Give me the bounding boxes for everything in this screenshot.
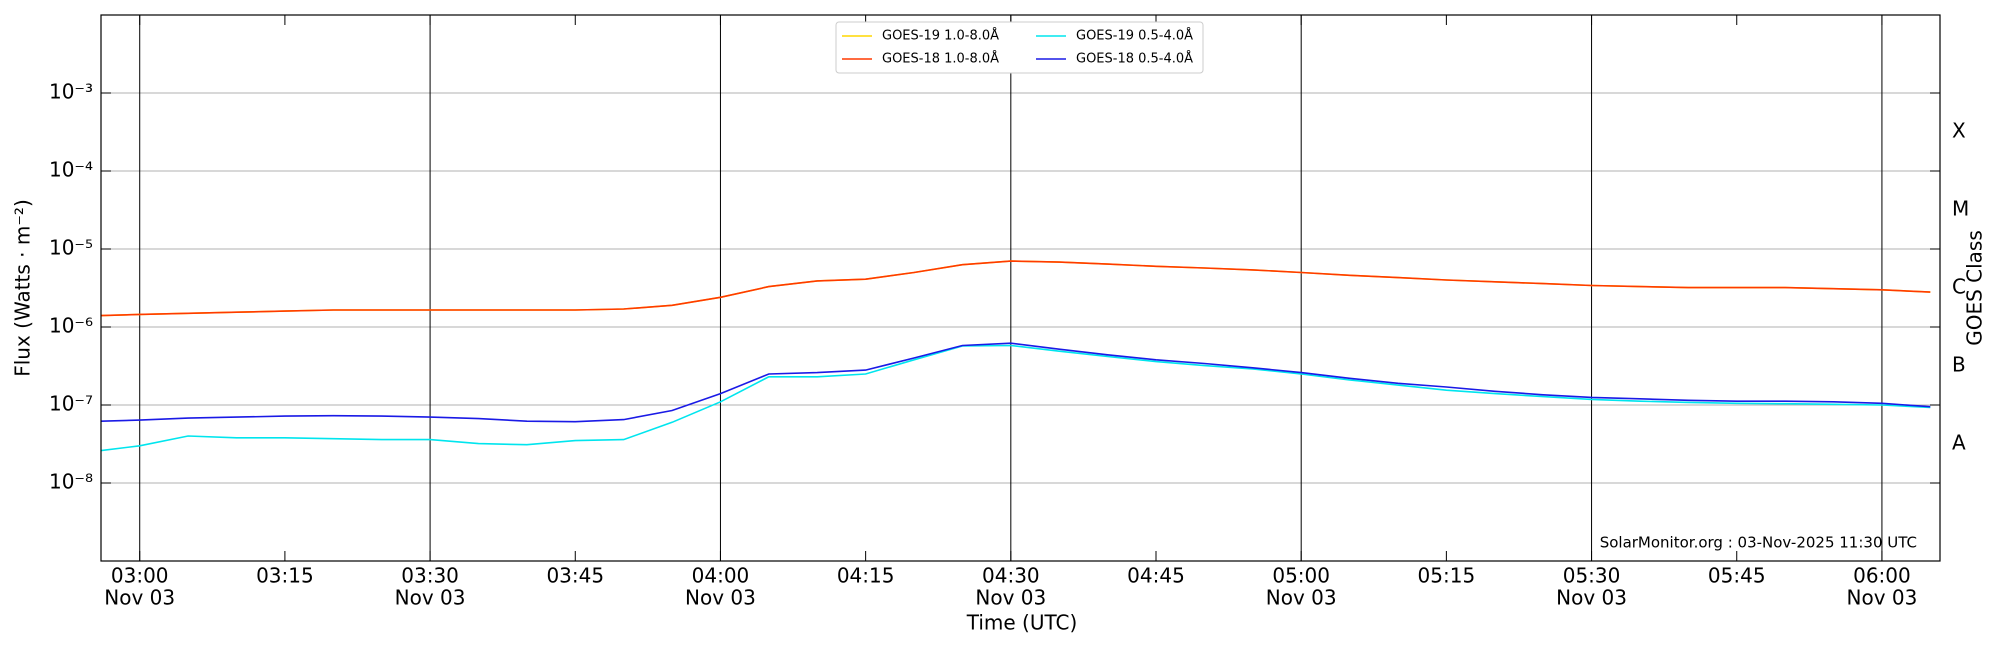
y-tick-label: 10⁻⁴ — [49, 158, 93, 182]
x-tick-label: 05:15 — [1418, 564, 1476, 588]
series-line — [100, 260, 1931, 317]
x-tick-date: Nov 03 — [685, 586, 756, 610]
legend: GOES-19 1.0-8.0Å GOES-18 1.0-8.0Å GOES-19 … — [835, 21, 1204, 74]
x-tick-label: 04:15 — [837, 564, 895, 588]
y2-tick-label: C — [1952, 275, 1966, 299]
y-axis-label: Flux (Watts · m⁻²) — [11, 199, 35, 377]
x-tick-date: Nov 03 — [1266, 586, 1337, 610]
x-tick-date: Nov 03 — [104, 586, 175, 610]
y-tick-label: 10⁻³ — [49, 80, 93, 104]
legend-label: GOES-18 1.0-8.0Å — [882, 51, 999, 67]
legend-label: GOES-18 0.5-4.0Å — [1076, 51, 1193, 67]
y2-tick-label: X — [1952, 119, 1966, 143]
y2-tick-label: B — [1952, 353, 1966, 377]
legend-label: GOES-19 1.0-8.0Å — [882, 28, 999, 44]
x-tick-label: 06:00 — [1853, 564, 1911, 588]
x-tick-label: 03:30 — [401, 564, 459, 588]
series-line — [100, 260, 1931, 317]
y-tick-label: 10⁻⁶ — [49, 314, 93, 338]
x-tick-label: 03:00 — [111, 564, 169, 588]
x-tick-label: 05:00 — [1272, 564, 1330, 588]
annotation: SolarMonitor.org : 03-Nov-2025 11:30 UTC — [1600, 534, 1917, 552]
x-tick-label: 04:00 — [692, 564, 750, 588]
x-tick-label: 03:45 — [546, 564, 604, 588]
x-tick-label: 05:30 — [1563, 564, 1621, 588]
series-line — [100, 342, 1931, 423]
x-tick-label: 03:15 — [256, 564, 314, 588]
x-axis-label: Time (UTC) — [966, 611, 1078, 635]
legend-label: GOES-19 0.5-4.0Å — [1076, 28, 1193, 44]
x-tick-date: Nov 03 — [1847, 586, 1918, 610]
x-tick-date: Nov 03 — [975, 586, 1046, 610]
plot-frame — [100, 14, 1941, 562]
x-tick-date: Nov 03 — [1556, 586, 1627, 610]
y2-axis-label: GOES Class — [1963, 230, 1987, 346]
y-tick-label: 10⁻⁵ — [49, 236, 93, 260]
x-tick-date: Nov 03 — [395, 586, 466, 610]
y2-tick-label: M — [1952, 197, 1969, 221]
y2-tick-label: A — [1952, 431, 1966, 455]
y-tick-label: 10⁻⁷ — [49, 392, 93, 416]
series-line — [100, 344, 1931, 452]
legend-box — [835, 21, 1204, 74]
y-tick-label: 10⁻⁸ — [49, 470, 93, 494]
x-tick-label: 04:30 — [982, 564, 1040, 588]
x-tick-label: 05:45 — [1708, 564, 1766, 588]
x-tick-label: 04:45 — [1127, 564, 1185, 588]
